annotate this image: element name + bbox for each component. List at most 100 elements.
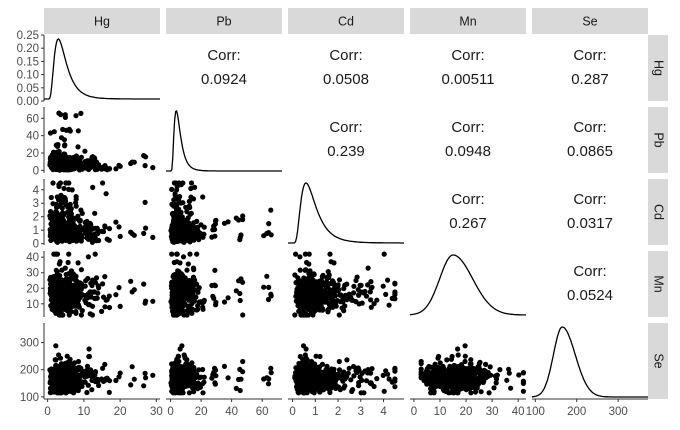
scatter-point [71, 155, 76, 160]
scatter-point [195, 225, 200, 230]
scatter-point [95, 296, 100, 301]
scatter-point [107, 305, 112, 310]
scatter-point [222, 299, 227, 304]
scatter-point [73, 309, 78, 314]
scatter-panel-mn-vs-cd [292, 252, 397, 318]
scatter-point [184, 278, 189, 283]
scatter-point [301, 380, 306, 385]
x-tick-label: 30 [150, 406, 163, 418]
scatter-point [64, 384, 69, 389]
x-tick-label: 200 [567, 406, 586, 418]
scatter-point [176, 216, 181, 221]
scatter-point [329, 301, 334, 306]
scatter-point [336, 385, 341, 390]
scatter-point [369, 381, 374, 386]
scatter-point [116, 163, 121, 168]
scatter-point [75, 375, 80, 380]
scatter-point [172, 291, 177, 296]
density-curve-mn [410, 255, 526, 315]
scatter-point [337, 312, 342, 317]
scatter-point [189, 180, 194, 185]
scatter-point [314, 290, 319, 295]
scatter-point [90, 312, 95, 317]
scatter-point [80, 308, 85, 313]
scatter-point [190, 374, 195, 379]
scatter-point [240, 312, 245, 317]
scatter-point [266, 381, 271, 386]
scatter-point [64, 283, 69, 288]
scatter-point [195, 231, 200, 236]
scatter-point [311, 278, 316, 283]
scatter-point [173, 202, 178, 207]
scatter-point [364, 378, 369, 383]
scatter-point [328, 281, 333, 286]
density-curve-se [532, 327, 648, 397]
scatter-point [350, 298, 355, 303]
scatter-panel-se-vs-hg [47, 343, 155, 395]
scatter-point [186, 215, 191, 220]
scatter-point [359, 390, 364, 395]
scatter-point [185, 295, 190, 300]
scatter-point [76, 388, 81, 393]
scatter-point [331, 260, 336, 265]
y-tick-label: 0.05 [17, 83, 39, 95]
scatter-point [392, 290, 397, 295]
scatter-point [266, 221, 271, 226]
scatter-point [337, 359, 342, 364]
scatter-point [190, 234, 195, 239]
scatter-point [66, 260, 71, 265]
scatter-point [53, 284, 58, 289]
scatter-point [90, 160, 95, 165]
scatter-point [309, 283, 314, 288]
x-tick-label: 20 [460, 406, 473, 418]
scatter-point [71, 371, 76, 376]
scatter-point [463, 343, 468, 348]
scatter-point [392, 281, 397, 286]
scatter-point [171, 197, 176, 202]
scatter-point [351, 284, 356, 289]
scatter-point [71, 386, 76, 391]
scatter-point [195, 386, 200, 391]
scatter-point [196, 367, 201, 372]
scatter-point [60, 195, 65, 200]
scatter-point [50, 380, 55, 385]
scatter-point [49, 216, 54, 221]
scatter-point [113, 292, 118, 297]
scatter-point [268, 366, 273, 371]
scatter-point [53, 163, 58, 168]
scatter-point [102, 225, 107, 230]
scatter-point [266, 285, 271, 290]
scatter-point [76, 217, 81, 222]
scatter-point [238, 298, 243, 303]
scatter-point [182, 352, 187, 357]
scatter-point [66, 309, 71, 314]
scatter-point [356, 365, 361, 370]
strip-top-label: Se [582, 15, 597, 29]
scatter-point [99, 309, 104, 314]
scatter-point [366, 367, 371, 372]
scatter-point [54, 143, 59, 148]
scatter-point [118, 234, 123, 239]
scatter-point [71, 225, 76, 230]
scatter-point [50, 307, 55, 312]
scatter-point [351, 290, 356, 295]
y-tick-label: 20 [26, 283, 39, 295]
scatter-point [463, 354, 468, 359]
scatter-point [177, 275, 182, 280]
scatter-point [130, 364, 135, 369]
scatter-point [504, 378, 509, 383]
scatter-point [264, 231, 269, 236]
scatter-point [58, 375, 63, 380]
scatter-point [85, 276, 90, 281]
scatter-point [62, 143, 67, 148]
scatter-point [305, 374, 310, 379]
scatter-point [222, 364, 227, 369]
scatter-point [178, 384, 183, 389]
scatter-point [95, 291, 100, 296]
scatter-point [71, 233, 76, 238]
strip-right-label: Pb [652, 132, 666, 147]
scatter-point [190, 307, 195, 312]
scatter-point [311, 367, 316, 372]
